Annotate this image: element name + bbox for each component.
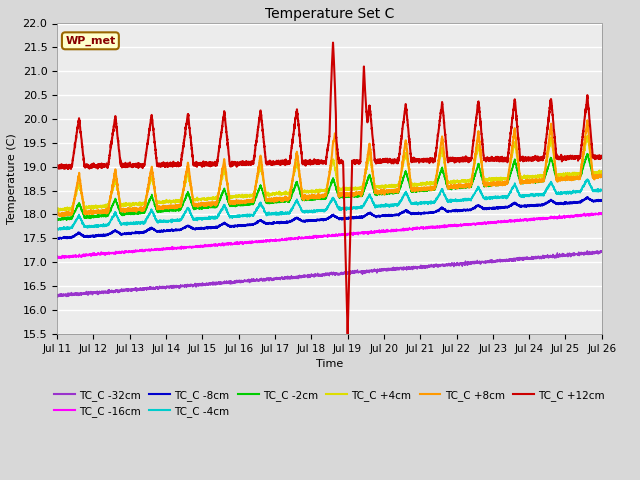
TC_C +12cm (344, 331, 351, 337)
TC_C -4cm (422, 200, 429, 206)
TC_C +12cm (597, 153, 605, 159)
TC_C -8cm (151, 228, 159, 233)
TC_C -32cm (483, 258, 490, 264)
TC_C -2cm (597, 173, 605, 179)
TC_C -4cm (55, 227, 63, 233)
TC_C +4cm (309, 189, 317, 194)
Line: TC_C +8cm: TC_C +8cm (57, 120, 602, 216)
TC_C -16cm (309, 233, 317, 239)
Line: TC_C +4cm: TC_C +4cm (57, 136, 602, 211)
Line: TC_C -2cm: TC_C -2cm (57, 154, 602, 220)
TC_C -8cm (309, 217, 317, 223)
TC_C +12cm (422, 157, 429, 163)
TC_C -2cm (483, 183, 490, 189)
TC_C +12cm (598, 154, 605, 160)
TC_C -8cm (583, 194, 591, 200)
TC_C -8cm (54, 236, 62, 242)
TC_C -4cm (483, 196, 490, 202)
TC_C -32cm (53, 294, 61, 300)
TC_C +4cm (54, 208, 61, 214)
TC_C -8cm (598, 198, 605, 204)
TC_C +4cm (422, 180, 429, 186)
Line: TC_C -32cm: TC_C -32cm (57, 251, 602, 297)
TC_C -4cm (309, 209, 317, 215)
TC_C -2cm (309, 196, 317, 202)
TC_C +12cm (309, 158, 317, 164)
TC_C -16cm (597, 210, 605, 216)
TC_C +4cm (584, 133, 591, 139)
Line: TC_C -4cm: TC_C -4cm (57, 179, 602, 230)
TC_C -8cm (597, 198, 605, 204)
Legend: TC_C -32cm, TC_C -16cm, TC_C -8cm, TC_C -4cm, TC_C -2cm, TC_C +4cm, TC_C +8cm, T: TC_C -32cm, TC_C -16cm, TC_C -8cm, TC_C … (50, 385, 609, 421)
TC_C -32cm (598, 249, 605, 254)
TC_C -4cm (597, 187, 605, 192)
TC_C -4cm (151, 214, 159, 220)
TC_C -16cm (422, 225, 429, 231)
TC_C -2cm (53, 217, 61, 223)
TC_C +8cm (60, 213, 67, 219)
TC_C -4cm (452, 197, 460, 203)
X-axis label: Time: Time (316, 359, 343, 369)
TC_C -4cm (598, 187, 605, 193)
TC_C +8cm (151, 191, 159, 196)
TC_C -2cm (451, 184, 459, 190)
TC_C +12cm (452, 156, 460, 162)
TC_C +8cm (598, 173, 605, 179)
TC_C -32cm (422, 263, 429, 269)
TC_C -16cm (151, 247, 159, 252)
TC_C -2cm (151, 202, 159, 208)
TC_C -16cm (598, 211, 605, 217)
TC_C +4cm (598, 170, 605, 176)
TC_C -16cm (483, 221, 490, 227)
TC_C +8cm (597, 173, 605, 179)
TC_C -2cm (421, 187, 429, 193)
TC_C -8cm (53, 236, 61, 241)
TC_C -16cm (597, 211, 605, 216)
TC_C -2cm (598, 173, 605, 179)
TC_C +12cm (151, 142, 159, 148)
Y-axis label: Temperature (C): Temperature (C) (7, 133, 17, 224)
TC_C -16cm (53, 253, 61, 259)
TC_C -16cm (452, 222, 460, 228)
Title: Temperature Set C: Temperature Set C (265, 7, 394, 21)
TC_C +8cm (584, 118, 591, 123)
TC_C -32cm (597, 248, 605, 253)
TC_C -8cm (452, 209, 460, 215)
TC_C -32cm (54, 294, 61, 300)
TC_C +4cm (53, 206, 61, 212)
TC_C -32cm (452, 261, 460, 267)
TC_C +4cm (452, 180, 460, 185)
TC_C +12cm (329, 40, 337, 46)
Line: TC_C -8cm: TC_C -8cm (57, 197, 602, 239)
TC_C -32cm (151, 286, 159, 291)
TC_C +12cm (53, 164, 61, 170)
TC_C +4cm (151, 191, 159, 196)
TC_C +8cm (53, 211, 61, 216)
TC_C -4cm (584, 176, 591, 182)
TC_C +8cm (452, 184, 460, 190)
TC_C +12cm (483, 156, 490, 162)
TC_C -2cm (584, 151, 591, 156)
TC_C +8cm (309, 192, 317, 198)
TC_C +8cm (422, 187, 429, 193)
TC_C -8cm (483, 206, 490, 212)
TC_C +4cm (483, 176, 490, 182)
TC_C -16cm (58, 256, 65, 262)
Line: TC_C -16cm: TC_C -16cm (57, 213, 602, 259)
Line: TC_C +12cm: TC_C +12cm (57, 43, 602, 334)
TC_C -8cm (422, 210, 429, 216)
TC_C -4cm (53, 226, 61, 232)
TC_C +4cm (597, 170, 605, 176)
TC_C +8cm (483, 181, 490, 187)
TC_C -32cm (309, 272, 317, 277)
TC_C -32cm (597, 248, 605, 253)
Text: WP_met: WP_met (65, 36, 115, 46)
